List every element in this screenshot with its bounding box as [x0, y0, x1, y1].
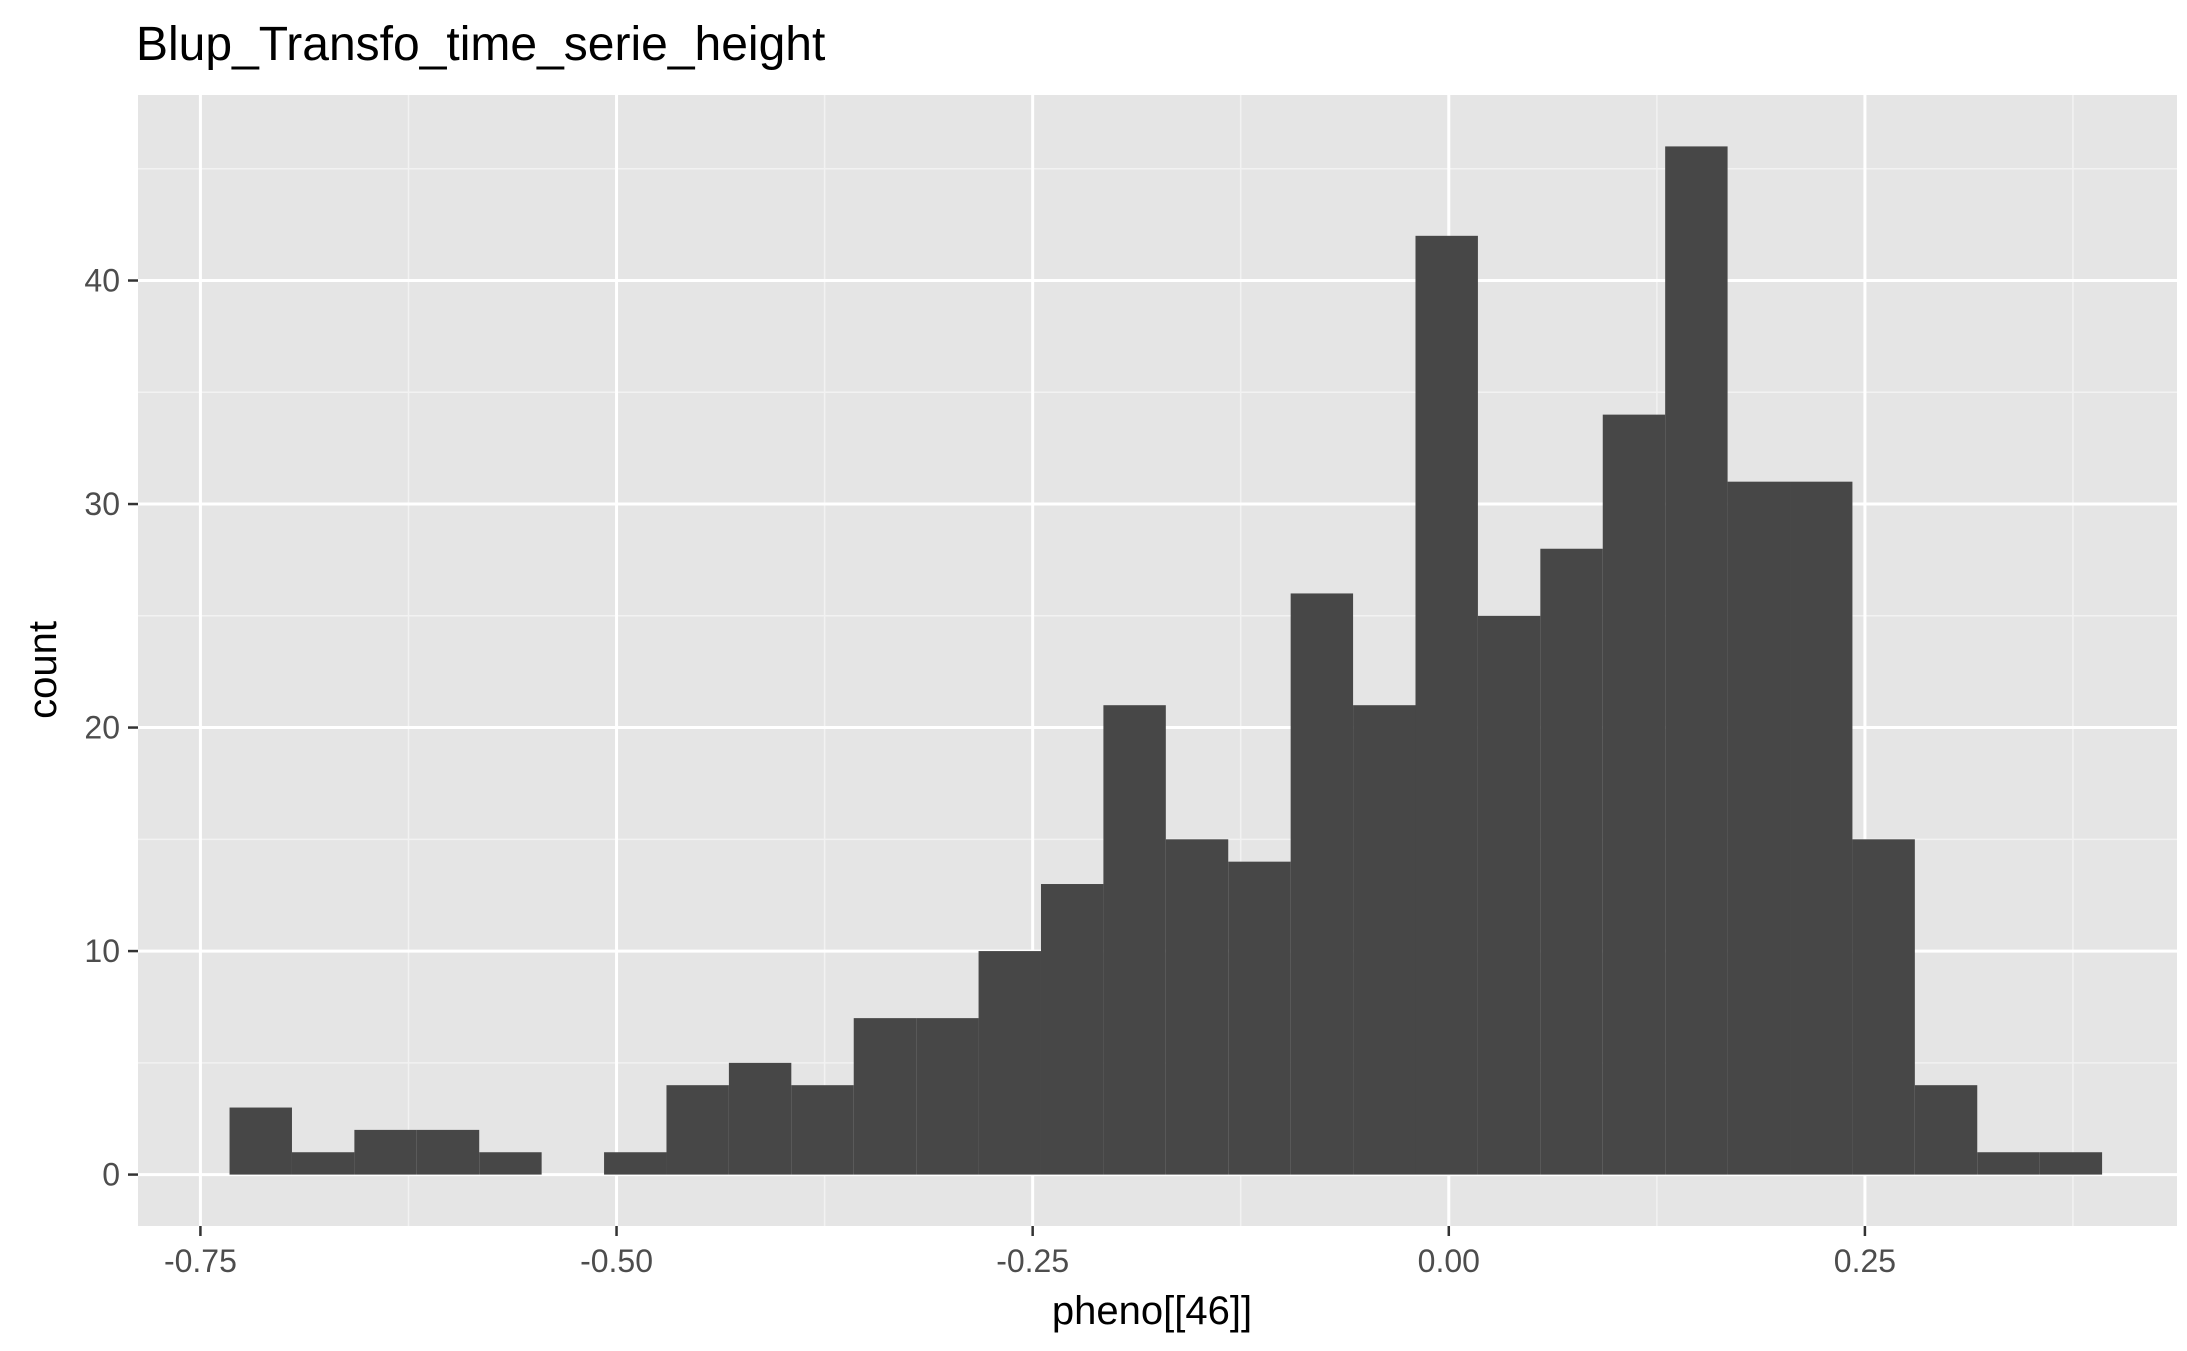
histogram-bar — [1228, 861, 1291, 1175]
histogram-bar — [853, 1018, 917, 1175]
x-tick-label: -0.25 — [996, 1243, 1069, 1279]
histogram-bar — [229, 1107, 292, 1175]
histogram-bar — [1852, 839, 1915, 1175]
y-tick-label: 20 — [84, 710, 120, 746]
histogram-bar — [354, 1129, 417, 1175]
x-axis-title: pheno[[46]] — [1052, 1289, 1252, 1333]
histogram-bar — [1165, 839, 1229, 1175]
histogram-bar — [1540, 548, 1603, 1175]
histogram-bar — [1353, 705, 1416, 1175]
chart-title: Blup_Transfo_time_serie_height — [136, 18, 825, 71]
histogram-bar — [916, 1018, 979, 1175]
histogram-bar — [1477, 615, 1541, 1175]
y-axis-ticks: 0 10 20 30 40 — [84, 263, 138, 1193]
histogram-bar — [791, 1085, 854, 1175]
histogram-bar — [479, 1152, 542, 1175]
y-tick-label: 30 — [84, 486, 120, 522]
histogram-bar — [1977, 1152, 2040, 1175]
histogram-bar — [1914, 1085, 1978, 1175]
y-tick-label: 0 — [102, 1157, 120, 1193]
histogram-bar — [1040, 884, 1104, 1175]
y-tick-label: 10 — [84, 933, 120, 969]
histogram-bar — [291, 1152, 355, 1175]
y-tick-label: 40 — [84, 263, 120, 299]
histogram-bars — [229, 146, 2103, 1175]
y-axis-title: count — [21, 621, 65, 719]
histogram-bar — [1602, 414, 1666, 1175]
x-tick-label: -0.75 — [164, 1243, 237, 1279]
x-tick-label: 0.00 — [1418, 1243, 1480, 1279]
x-tick-label: -0.50 — [580, 1243, 653, 1279]
histogram-bar — [666, 1085, 729, 1175]
histogram-bar — [1727, 481, 1791, 1175]
x-axis-ticks: -0.75 -0.50 -0.25 0.00 0.25 — [164, 1226, 1896, 1279]
histogram-bar — [978, 951, 1041, 1175]
histogram-bar — [604, 1152, 667, 1175]
histogram-bar — [1415, 235, 1478, 1175]
histogram-bar — [728, 1062, 792, 1175]
x-tick-label: 0.25 — [1834, 1243, 1896, 1279]
histogram-bar — [1103, 705, 1166, 1175]
histogram-bar — [1290, 593, 1354, 1175]
histogram-bar — [416, 1129, 480, 1175]
histogram-bar — [1665, 146, 1728, 1175]
histogram-bar — [1790, 481, 1853, 1175]
histogram-bar — [2039, 1152, 2103, 1175]
